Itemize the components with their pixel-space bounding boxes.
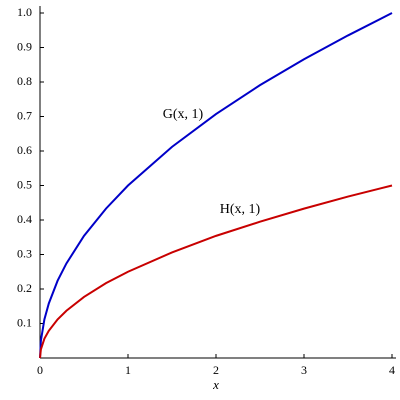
line (39, 12, 393, 359)
y-tick-label: 0.5 (17, 177, 32, 191)
x-tick-label: 1 (125, 363, 131, 377)
x-tick-label: 0 (37, 363, 43, 377)
y-tick-label: 0.1 (17, 315, 32, 329)
y-tick-label: 0.7 (17, 108, 32, 122)
line (39, 184, 393, 359)
y-tick-label: 1.0 (17, 5, 32, 19)
curve-label: G(x, 1) (163, 107, 204, 122)
x-tick-label: 4 (389, 363, 395, 377)
y-tick-label: 0.2 (17, 281, 32, 295)
y-tick-label: 0.4 (17, 212, 32, 226)
x-tick-label: 2 (213, 363, 219, 377)
x-axis-label: x (212, 377, 219, 392)
y-tick-label: 0.9 (17, 39, 32, 53)
y-tick-label: 0.6 (17, 143, 32, 157)
curve-label: H(x, 1) (220, 202, 261, 217)
y-tick-label: 0.8 (17, 74, 32, 88)
x-tick-label: 3 (301, 363, 307, 377)
y-tick-label: 0.3 (17, 246, 32, 260)
